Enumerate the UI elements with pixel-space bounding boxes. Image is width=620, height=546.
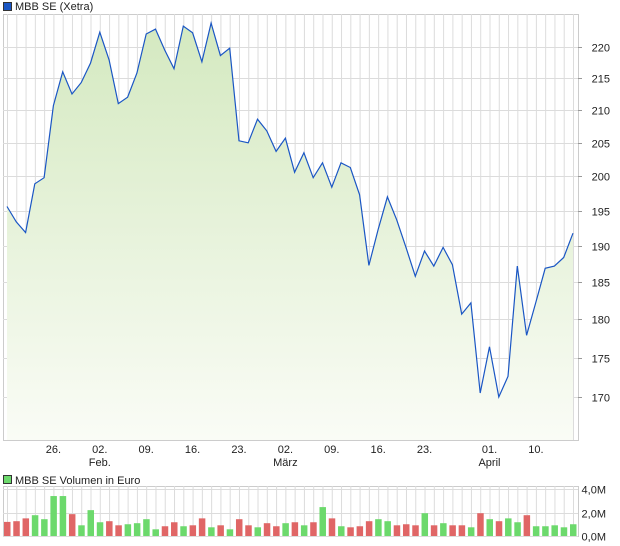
volume-bar — [273, 526, 280, 536]
y-tick-label: 195 — [592, 207, 610, 219]
x-tick-label: 09. — [139, 444, 154, 456]
price-line — [6, 20, 574, 400]
volume-bar — [421, 513, 429, 536]
volume-bar — [22, 518, 30, 536]
y-tick-label: 200 — [592, 172, 610, 184]
x-tick-label: 26. — [46, 444, 61, 456]
legend-label-volume: MBB SE Volumen in Euro — [15, 475, 140, 487]
volume-bar — [133, 523, 141, 536]
volume-bar — [50, 496, 57, 536]
volume-bar — [124, 524, 132, 536]
volume-bar — [532, 526, 540, 536]
volume-bar — [542, 526, 549, 536]
legend-label-price: MBB SE (Xetra) — [15, 1, 93, 13]
y-tick-label: 180 — [592, 315, 610, 327]
volume-bar — [365, 521, 373, 536]
y-tick-label: 220 — [592, 43, 610, 55]
volume-bar — [560, 527, 568, 536]
volume-bar — [328, 518, 336, 536]
volume-bar — [300, 525, 308, 536]
volume-bar — [4, 521, 11, 536]
x-tick-label: 16. — [370, 444, 385, 456]
volume-bar — [13, 521, 20, 536]
volume-bar — [402, 524, 410, 536]
volume-bar — [263, 523, 271, 536]
x-month-label: April — [478, 457, 500, 469]
volume-bar — [356, 526, 364, 536]
legend-swatch-price — [3, 2, 12, 11]
x-tick-label: 16. — [185, 444, 200, 456]
volume-bar — [106, 521, 113, 536]
x-tick-label: 02. — [278, 444, 293, 456]
x-tick-label: 23. — [231, 444, 246, 456]
volume-bar — [198, 518, 206, 536]
volume-bar — [495, 521, 503, 536]
volume-bar — [505, 518, 512, 536]
volume-bar — [310, 522, 317, 536]
x-tick-label: 10. — [528, 444, 543, 456]
y-tick-label: 210 — [592, 106, 610, 118]
volume-bar — [59, 496, 67, 536]
volume-bar — [245, 525, 252, 536]
volume-bar — [486, 519, 493, 536]
volume-bar — [412, 525, 419, 536]
volume-bar — [115, 525, 122, 536]
volume-bar — [375, 519, 382, 536]
volume-bar — [208, 527, 215, 536]
volume-bar — [467, 527, 475, 536]
volume-bar — [41, 519, 48, 536]
volume-bar — [254, 527, 262, 536]
x-month-label: Feb. — [89, 457, 111, 469]
y-tick-label: 185 — [592, 278, 610, 290]
volume-bar — [570, 524, 577, 536]
volume-bar — [282, 523, 289, 536]
y-tick-label: 175 — [592, 354, 610, 366]
volume-bar — [338, 526, 345, 536]
volume-bar — [87, 510, 95, 536]
y-tick-label-volume: 2,0M — [582, 509, 606, 521]
price-area — [7, 23, 573, 440]
volume-bar — [235, 519, 243, 536]
y-tick-label: 190 — [592, 242, 610, 254]
volume-bar — [458, 525, 466, 536]
volume-bar — [477, 513, 484, 536]
y-tick-label-volume: 4,0M — [582, 485, 606, 497]
legend-swatch-volume — [3, 475, 12, 484]
volume-bar — [523, 515, 531, 536]
x-tick-label: 02. — [92, 444, 107, 456]
volume-bar — [68, 514, 76, 536]
volume-bar — [78, 525, 85, 536]
volume-bar — [551, 525, 558, 536]
volume-bar — [449, 525, 456, 536]
volume-bar — [152, 529, 159, 536]
volume-bar — [430, 525, 438, 536]
x-tick-label: 23. — [417, 444, 432, 456]
y-tick-label: 215 — [592, 74, 610, 86]
volume-bar — [171, 522, 178, 536]
volume-bar — [440, 523, 447, 536]
y-tick-label: 205 — [592, 139, 610, 151]
volume-bar — [143, 519, 150, 536]
volume-bar — [291, 522, 299, 536]
volume-bar — [180, 526, 187, 536]
volume-bar — [384, 521, 391, 536]
y-tick-label: 170 — [592, 393, 610, 405]
volume-bar — [96, 522, 104, 536]
volume-bar — [514, 522, 521, 536]
volume-bar — [347, 527, 354, 536]
x-month-label: März — [273, 457, 297, 469]
volume-bar — [217, 525, 224, 536]
volume-bar — [31, 515, 39, 536]
volume-bar — [393, 525, 401, 536]
x-tick-label: 01. — [482, 444, 497, 456]
volume-bar — [161, 526, 169, 536]
volume-bar — [189, 525, 197, 536]
x-tick-label: 09. — [324, 444, 339, 456]
y-tick-label-volume: 0,0M — [582, 532, 606, 544]
volume-bar — [226, 529, 234, 536]
volume-bar — [319, 507, 326, 536]
